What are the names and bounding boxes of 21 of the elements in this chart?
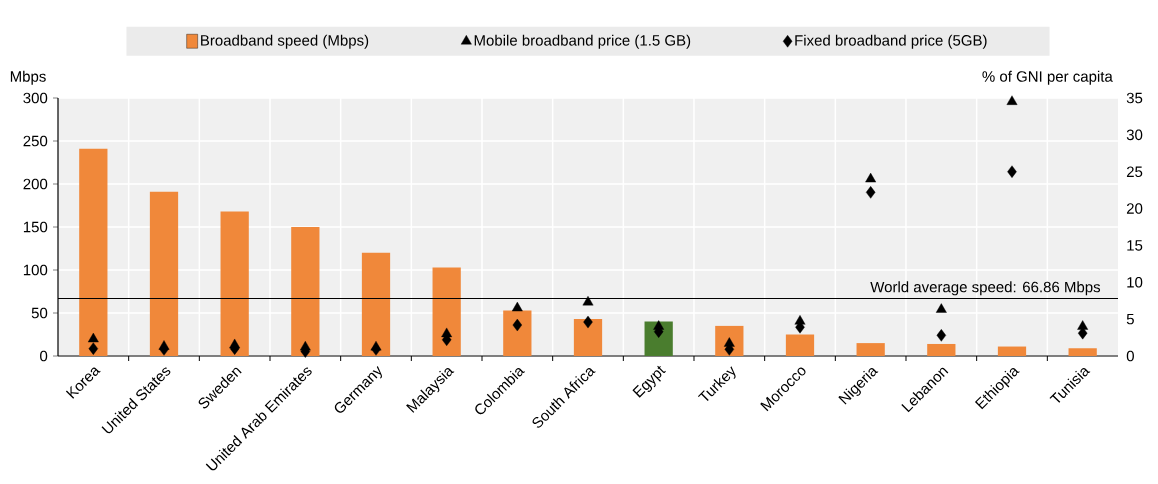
- y2-tick-label: 20: [1126, 203, 1143, 214]
- y2-tick-label: 35: [1126, 92, 1143, 104]
- y-tick-label: 150: [23, 221, 48, 233]
- y2-tick-label: 15: [1127, 240, 1143, 251]
- y-tick-label: 50: [31, 307, 48, 319]
- y-tick-label: 200: [23, 178, 48, 190]
- legend-label: Mobile broadband price (1.5 GB): [474, 34, 691, 49]
- y-tick-label: 100: [23, 264, 48, 276]
- ref-line-label: World average speed: 66.86 Mbps: [870, 281, 1101, 296]
- y2-tick-label: 0: [1126, 350, 1134, 362]
- y-tick-label: 0: [40, 350, 48, 362]
- y-axis-title: Mbps: [10, 70, 46, 85]
- y-tick-label: 300: [23, 92, 48, 104]
- legend-label: Broadband speed (Mbps): [201, 34, 369, 49]
- legend-label: Fixed broadband price (5GB): [795, 34, 987, 49]
- y2-tick-label: 10: [1127, 276, 1143, 288]
- y2-tick-label: 25: [1126, 166, 1143, 178]
- y-tick-label: 250: [23, 135, 48, 147]
- y2-axis-title: % of GNI per capita: [982, 70, 1113, 85]
- y2-tick-label: 5: [1126, 313, 1134, 325]
- y2-tick-label: 30: [1126, 129, 1143, 141]
